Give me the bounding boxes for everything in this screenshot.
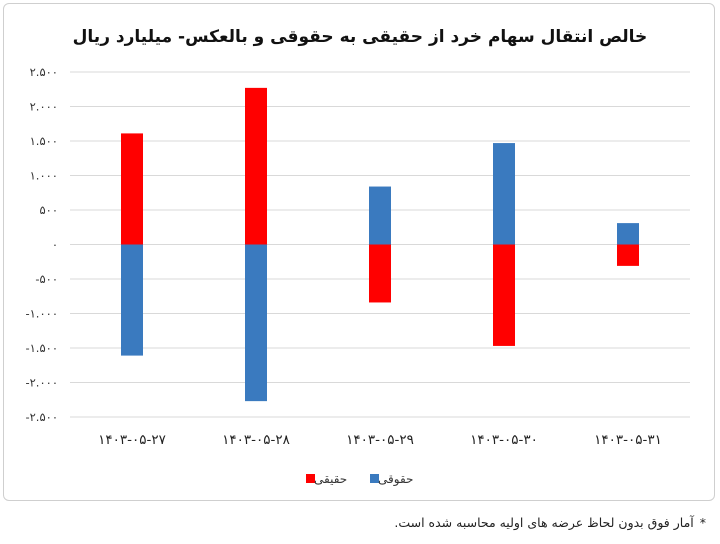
- y-tick-label: -۱.۰۰۰: [25, 307, 58, 321]
- chart-title: خالص انتقال سهام خرد از حقیقی به حقوقی و…: [73, 27, 648, 47]
- x-tick-label: ۱۴۰۳-۰۵-۲۸: [222, 432, 290, 448]
- y-axis-ticks: ۲.۵۰۰ ۲.۰۰۰ ۱.۵۰۰ ۱.۰۰۰ ۵۰۰ ۰ -۵۰۰ -۱.۰۰۰ -۱.۵۰۰…: [25, 65, 58, 424]
- bar-haghighi-2: [245, 87, 267, 245]
- y-tick-label: ۱.۵۰۰: [30, 134, 58, 148]
- bar-haghighi-3: [369, 244, 391, 303]
- x-axis-ticks: ۱۴۰۳-۰۵-۲۷ ۱۴۰۳-۰۵-۲۸ ۱۴۰۳-۰۵-۲۹ ۱۴۰۳-۰۵-۳۰…: [98, 432, 662, 448]
- y-tick-label: -۲.۵۰۰: [25, 410, 58, 424]
- bar-hoghooghi-5: [617, 223, 639, 245]
- footnote-marker: *: [699, 515, 706, 530]
- y-tick-label: ۲.۵۰۰: [30, 65, 58, 79]
- y-tick-label: -۱.۵۰۰: [25, 341, 58, 355]
- y-tick-label: -۲.۰۰۰: [25, 376, 58, 390]
- y-tick-label: ۲.۰۰۰: [30, 100, 58, 114]
- bar-hoghooghi-2: [245, 244, 267, 402]
- legend-label-haghighi: حقیقی: [314, 472, 347, 486]
- x-tick-label: ۱۴۰۳-۰۵-۲۹: [346, 432, 414, 448]
- y-tick-label: -۵۰۰: [35, 272, 58, 286]
- bar-hoghooghi-3: [369, 186, 391, 245]
- legend: حقوقی حقیقی: [306, 472, 413, 487]
- y-tick-label: ۵۰۰: [39, 203, 58, 217]
- gridlines: [70, 71, 690, 418]
- footnote-text: آمار فوق بدون لحاظ عرضه های اولیه محاسبه…: [394, 515, 694, 530]
- footnote: * آمار فوق بدون لحاظ عرضه های اولیه محاسب…: [394, 515, 706, 530]
- bar-hoghooghi-4: [493, 143, 515, 245]
- y-tick-label: ۱.۰۰۰: [30, 169, 58, 183]
- legend-label-hoghooghi: حقوقی: [378, 472, 413, 487]
- y-tick-label: ۰: [52, 238, 58, 252]
- legend-swatch-haghighi: [306, 474, 315, 483]
- bar-hoghooghi-1: [121, 244, 143, 356]
- x-tick-label: ۱۴۰۳-۰۵-۲۷: [98, 432, 166, 448]
- legend-swatch-hoghooghi: [370, 474, 379, 483]
- bar-haghighi-5: [617, 244, 639, 266]
- bars: [121, 87, 639, 402]
- bar-haghighi-1: [121, 133, 143, 245]
- bar-haghighi-4: [493, 244, 515, 346]
- x-tick-label: ۱۴۰۳-۰۵-۳۱: [594, 432, 662, 448]
- x-tick-label: ۱۴۰۳-۰۵-۳۰: [470, 432, 538, 448]
